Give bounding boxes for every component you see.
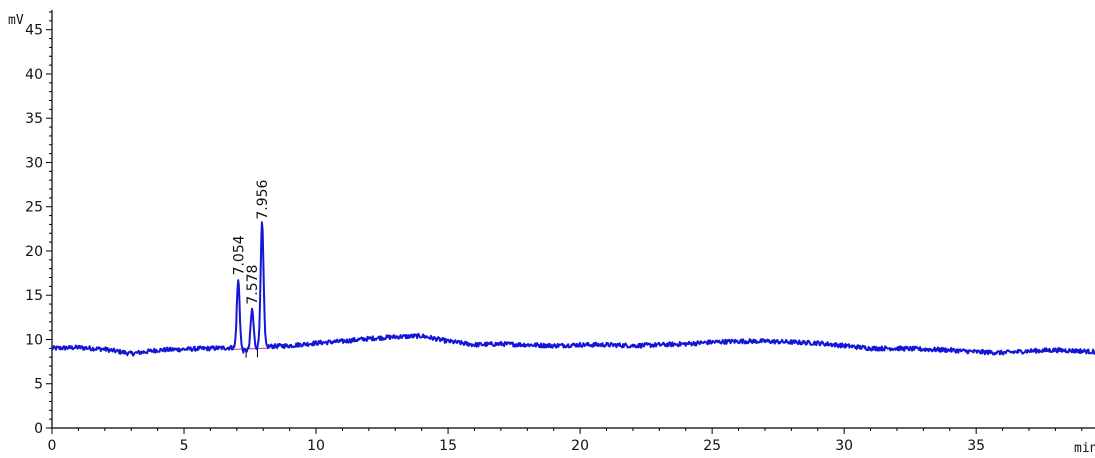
y-tick-label: 45 (25, 23, 43, 39)
x-axis-unit-label: min (1074, 441, 1095, 456)
chart-ticks: 0 5 10 15 20 25 30 35 40 45 0 5 10 15 20 25 30 35 (25, 11, 1083, 454)
y-tick-label: 15 (25, 288, 43, 304)
peak-label: 7.578 (245, 265, 261, 305)
y-tick-label: 30 (25, 155, 43, 171)
chromatogram-trace (51, 221, 1095, 357)
integration-baselines (232, 347, 270, 358)
y-tick-label: 20 (25, 244, 43, 260)
y-tick-label: 40 (25, 67, 43, 83)
x-tick-label: 35 (967, 438, 985, 454)
y-tick-label: 5 (34, 377, 43, 393)
x-tick-label: 0 (48, 438, 57, 454)
chart-axes (51, 10, 1095, 429)
x-tick-label: 10 (307, 438, 325, 454)
x-tick-label: 15 (439, 438, 457, 454)
peak-label: 7.956 (255, 179, 271, 219)
y-tick-label: 35 (25, 111, 43, 127)
y-tick-label: 0 (34, 421, 43, 437)
x-tick-label: 20 (571, 438, 589, 454)
x-tick-label: 25 (703, 438, 721, 454)
peak-label: 7.054 (231, 235, 247, 275)
y-axis-unit-label: mV (8, 13, 24, 28)
x-tick-label: 5 (180, 438, 189, 454)
x-tick-label: 30 (835, 438, 853, 454)
y-tick-label: 10 (25, 332, 43, 348)
y-tick-label: 25 (25, 200, 43, 216)
